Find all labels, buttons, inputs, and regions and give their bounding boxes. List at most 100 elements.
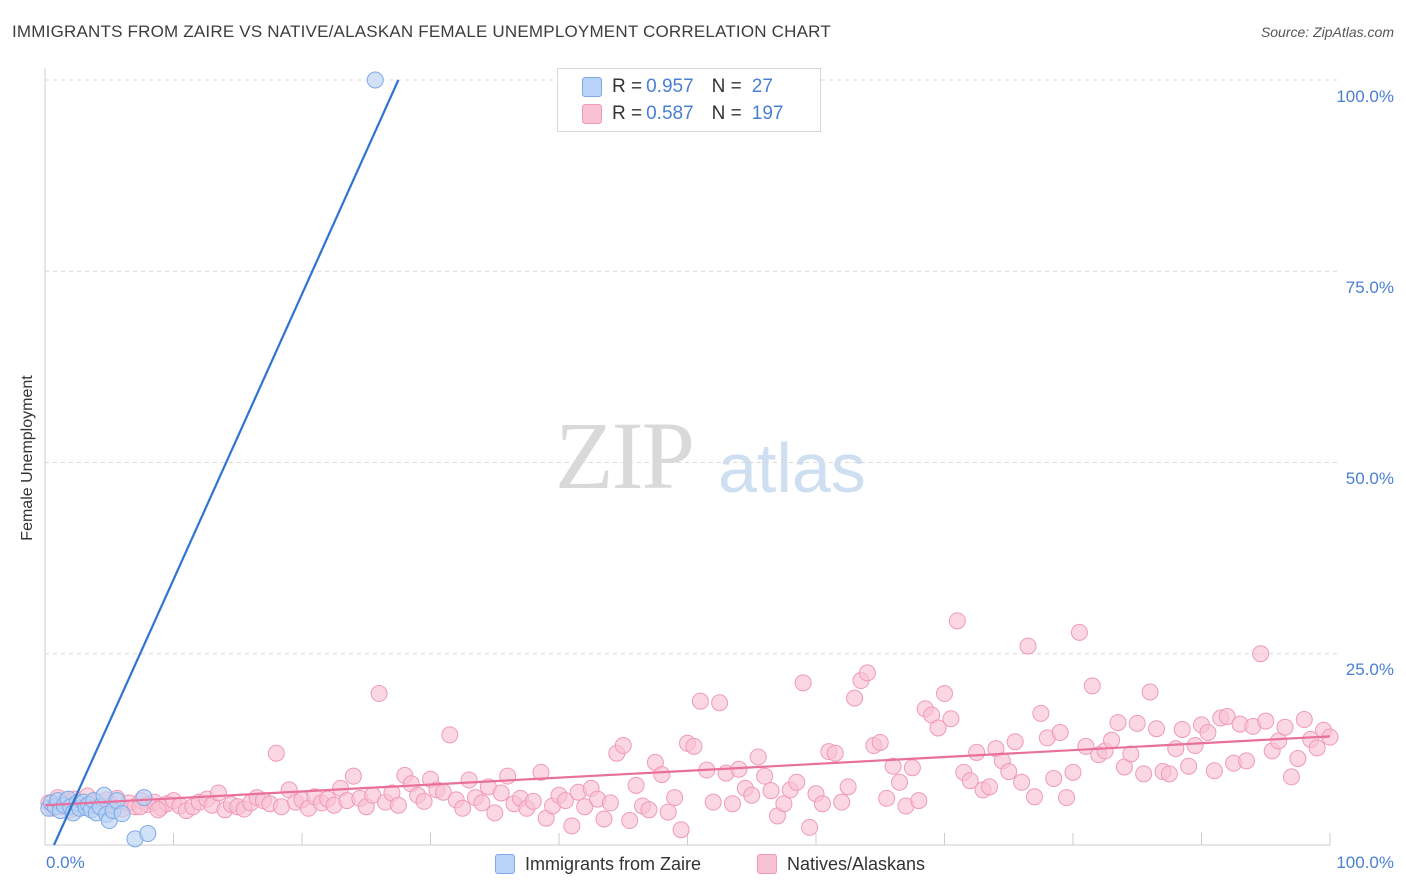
- natives-point: [563, 817, 581, 835]
- natives-point: [871, 733, 889, 751]
- n-label: N =: [711, 103, 742, 124]
- natives-point: [1135, 765, 1153, 783]
- natives-point: [878, 789, 896, 807]
- natives-point: [826, 744, 844, 762]
- r-value: 0.587: [646, 103, 694, 124]
- natives-point: [1276, 718, 1294, 736]
- r-label: R =: [612, 103, 643, 124]
- natives-point: [801, 818, 819, 836]
- natives-point: [1218, 707, 1236, 725]
- legend-label-zaire: Immigrants from Zaire: [525, 853, 702, 874]
- natives-point: [858, 664, 876, 682]
- y-tick-label: 50.0%: [1345, 469, 1394, 488]
- natives-point: [209, 784, 227, 802]
- natives-point: [1289, 750, 1307, 768]
- natives-point: [691, 692, 709, 710]
- natives-point: [1051, 724, 1069, 742]
- natives-point: [936, 685, 953, 703]
- natives-point: [1252, 645, 1270, 663]
- natives-point: [1308, 739, 1326, 757]
- natives-point: [492, 784, 510, 802]
- natives-point: [1032, 704, 1050, 722]
- natives-point: [1173, 720, 1191, 738]
- natives-point: [1025, 788, 1043, 806]
- natives-point: [1186, 737, 1204, 755]
- natives-point: [621, 812, 639, 830]
- legend-label-natives: Natives/Alaskans: [787, 853, 926, 874]
- legend-row-zaire: R = 0.957 N = 27: [582, 75, 773, 99]
- natives-point: [640, 801, 658, 819]
- natives-point: [1070, 623, 1088, 641]
- natives-point: [1083, 677, 1101, 695]
- watermark-atlas: atlas: [718, 429, 866, 507]
- natives-point: [1141, 683, 1159, 701]
- natives-point: [556, 792, 574, 810]
- natives-point: [1237, 752, 1255, 770]
- natives-point: [659, 803, 677, 821]
- natives-point: [614, 737, 632, 755]
- bottom-legend-zaire: Immigrants from Zaire: [495, 852, 701, 876]
- natives-point: [1000, 763, 1018, 781]
- natives-point: [267, 744, 285, 762]
- natives-point: [846, 689, 864, 707]
- natives-point: [601, 794, 619, 812]
- legend-blue-icon: [495, 854, 515, 874]
- natives-point: [1128, 714, 1146, 732]
- natives-point: [788, 773, 806, 791]
- natives-point: [1295, 711, 1313, 729]
- natives-point: [903, 759, 921, 777]
- n-label: N =: [711, 76, 742, 97]
- natives-point: [595, 810, 613, 828]
- x-axis-min-label: 0.0%: [46, 853, 85, 872]
- natives-point: [723, 795, 741, 813]
- natives-point: [704, 793, 722, 811]
- natives-point: [1045, 769, 1063, 787]
- natives-point: [685, 737, 703, 755]
- natives-point: [794, 674, 812, 692]
- natives-point: [524, 792, 542, 810]
- y-tick-label: 75.0%: [1345, 278, 1394, 297]
- stats-legend: R = 0.957 N = 27 R = 0.587 N = 197: [557, 68, 821, 132]
- natives-point: [1282, 768, 1300, 786]
- natives-point: [743, 786, 761, 804]
- natives-point: [891, 773, 909, 791]
- natives-point: [441, 726, 459, 744]
- natives-point: [370, 685, 388, 703]
- natives-point: [711, 694, 729, 712]
- natives-point: [1205, 762, 1223, 780]
- zaire-point: [113, 805, 131, 823]
- natives-point: [1160, 765, 1178, 783]
- natives-point: [833, 793, 851, 811]
- natives-point: [942, 710, 960, 728]
- natives-point: [415, 792, 433, 810]
- natives-point: [948, 612, 966, 630]
- legend-pink-icon: [757, 854, 777, 874]
- natives-point: [460, 771, 478, 789]
- natives-point: [775, 795, 793, 813]
- natives-point: [980, 778, 998, 796]
- natives-point: [749, 748, 767, 766]
- chart-title: IMMIGRANTS FROM ZAIRE VS NATIVE/ALASKAN …: [12, 22, 831, 41]
- n-value: 27: [751, 76, 773, 97]
- natives-point: [532, 763, 550, 781]
- n-value: 197: [751, 103, 784, 124]
- natives-point: [1006, 733, 1024, 751]
- natives-point: [1148, 720, 1166, 738]
- natives-point: [454, 799, 472, 817]
- swatch-pink-icon: [582, 104, 602, 124]
- natives-point: [1270, 732, 1288, 750]
- zaire-trendline: [52, 79, 400, 846]
- legend-row-natives: R = 0.587 N = 197: [582, 102, 783, 126]
- natives-point: [839, 778, 857, 796]
- natives-point: [1058, 789, 1076, 807]
- natives-point: [149, 801, 167, 819]
- natives-point: [344, 767, 362, 785]
- y-tick-label: 100.0%: [1336, 87, 1394, 106]
- natives-point: [968, 743, 986, 761]
- natives-trendline: [44, 735, 1331, 807]
- bottom-legend-natives: Natives/Alaskans: [757, 852, 925, 876]
- natives-point: [762, 782, 780, 800]
- natives-point: [272, 798, 290, 816]
- natives-point: [576, 798, 594, 816]
